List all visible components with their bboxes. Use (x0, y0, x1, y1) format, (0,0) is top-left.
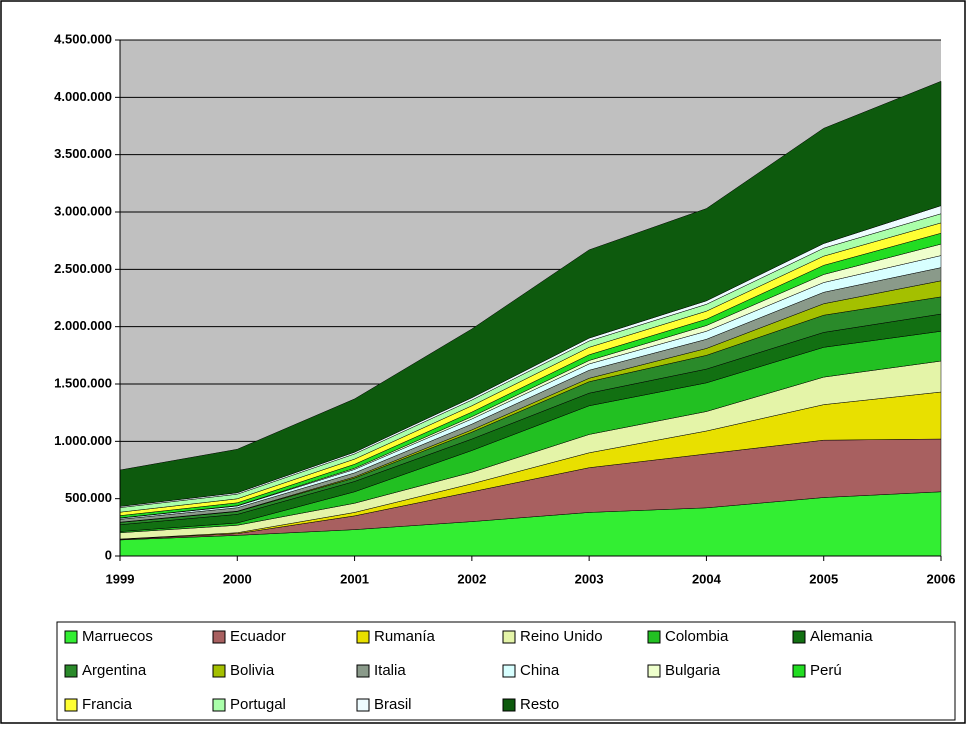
x-tick-label: 2006 (927, 571, 956, 586)
legend-label: Marruecos (82, 628, 153, 645)
legend-swatch (647, 664, 661, 678)
legend-swatch (64, 698, 78, 712)
x-tick-label: 2001 (340, 571, 369, 586)
legend-label: Bolivia (230, 662, 275, 679)
y-tick-label: 1.000.000 (54, 433, 112, 448)
legend-label: Portugal (230, 696, 286, 713)
legend-swatch (64, 664, 78, 678)
legend-swatch (212, 698, 226, 712)
x-tick-label: 2003 (575, 571, 604, 586)
y-tick-label: 3.500.000 (54, 146, 112, 161)
x-tick-label: 2002 (457, 571, 486, 586)
legend-swatch (64, 630, 78, 644)
legend-label: Colombia (665, 628, 729, 645)
y-tick-label: 500.000 (65, 490, 112, 505)
legend-label: Argentina (82, 662, 147, 679)
legend-swatch (792, 664, 806, 678)
legend-label: Resto (520, 696, 559, 713)
x-tick-label: 2005 (809, 571, 838, 586)
y-tick-label: 0 (105, 547, 112, 562)
y-tick-label: 2.500.000 (54, 261, 112, 276)
legend-label: Francia (82, 696, 133, 713)
legend-swatch (502, 630, 516, 644)
legend-swatch (212, 630, 226, 644)
legend-label: Alemania (810, 628, 873, 645)
legend-swatch (356, 664, 370, 678)
legend-swatch (502, 664, 516, 678)
legend-label: Bulgaria (665, 662, 721, 679)
area (119, 80, 942, 507)
legend-swatch (212, 664, 226, 678)
y-tick-label: 1.500.000 (54, 375, 112, 390)
legend-label: China (520, 662, 560, 679)
legend-swatch (502, 698, 516, 712)
legend-label: Italia (374, 662, 406, 679)
legend-label: Perú (810, 662, 842, 679)
legend-swatch (356, 630, 370, 644)
y-tick-label: 4.000.000 (54, 89, 112, 104)
x-tick-label: 2000 (223, 571, 252, 586)
legend-label: Brasil (374, 696, 412, 713)
legend-swatch (792, 630, 806, 644)
x-tick-label: 2004 (692, 571, 722, 586)
legend-label: Rumanía (374, 628, 436, 645)
y-tick-label: 2.000.000 (54, 318, 112, 333)
y-tick-label: 4.500.000 (54, 31, 112, 46)
legend-label: Ecuador (230, 628, 286, 645)
legend-swatch (647, 630, 661, 644)
y-tick-label: 3.000.000 (54, 203, 112, 218)
legend-swatch (356, 698, 370, 712)
x-tick-label: 1999 (106, 571, 135, 586)
legend-label: Reino Unido (520, 628, 603, 645)
